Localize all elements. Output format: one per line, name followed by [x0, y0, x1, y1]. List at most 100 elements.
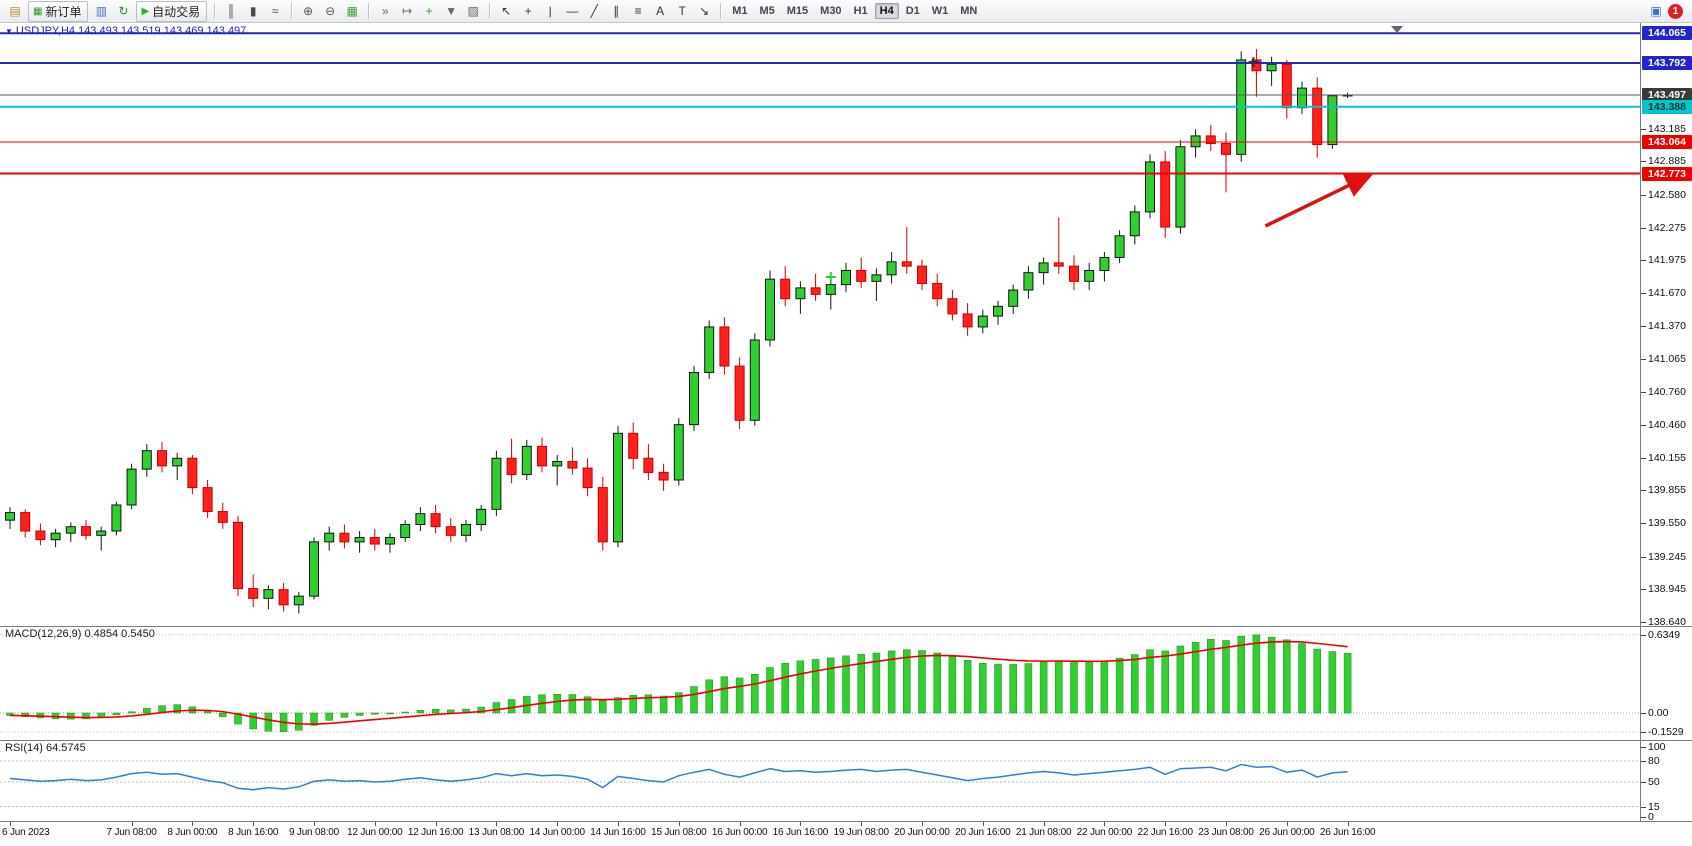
- scale-tick-mark: [1641, 622, 1646, 624]
- autotrading-button[interactable]: ▶ 自动交易: [136, 0, 208, 22]
- scale-tick-mark: [1641, 128, 1646, 130]
- time-axis-tick: [618, 822, 619, 826]
- equidistant-channel-icon[interactable]: ∥: [613, 4, 620, 18]
- symbol-ohlc-line: ▼ USDJPY,H4 143.493 143.519 143.469 143.4…: [5, 25, 246, 37]
- timeframe-h1-button[interactable]: H1: [853, 5, 868, 17]
- cross-marker: [825, 272, 836, 283]
- toolbar-separator: [214, 3, 216, 19]
- time-axis-tick: [800, 822, 802, 826]
- scale-tick-mark: [1641, 227, 1646, 229]
- chart-shift-icon[interactable]: ↦: [402, 4, 413, 18]
- time-axis[interactable]: 6 Jun 2023 7 Jun 08:00 8 Jun 00:00 8 Jun 16…: [0, 821, 1692, 846]
- timeframe-w1-button[interactable]: W1: [931, 5, 949, 17]
- text-icon[interactable]: A: [656, 4, 665, 18]
- indicators-icon[interactable]: +: [425, 4, 433, 18]
- time-axis-tick: [314, 822, 315, 826]
- main-chart-pane[interactable]: [0, 26, 1640, 614]
- time-axis-tick: [10, 822, 11, 826]
- price-scale-label: 139.855: [1648, 484, 1686, 497]
- scale-tick-mark: [1641, 392, 1646, 394]
- price-scale[interactable]: 143.185 142.885 142.580 142.275 141.975 141.6…: [1640, 23, 1692, 823]
- timeframe-m30-button[interactable]: M30: [820, 5, 842, 17]
- text-label-icon[interactable]: T: [678, 4, 686, 18]
- price-scale-label: 141.670: [1648, 287, 1686, 300]
- templates-icon[interactable]: ▨: [467, 4, 479, 18]
- new-order-button[interactable]: ▦ 新订单: [28, 0, 89, 22]
- bar-chart-icon[interactable]: ║: [226, 4, 236, 18]
- rsi-pane[interactable]: [0, 760, 1640, 807]
- price-scale-label: 15: [1648, 800, 1660, 813]
- timeframe-m5-button[interactable]: M5: [759, 5, 775, 17]
- fibonacci-icon[interactable]: ≡: [634, 4, 642, 18]
- horizontal-line-icon[interactable]: —: [566, 4, 579, 18]
- scale-tick-mark: [1641, 325, 1646, 327]
- toolbar-separator: [720, 3, 722, 19]
- chart-canvas[interactable]: [0, 23, 1692, 821]
- timeframe-m15-button[interactable]: M15: [786, 5, 809, 17]
- scale-tick-mark: [1641, 424, 1646, 426]
- time-axis-label: 23 Jun 08:00: [1198, 827, 1254, 838]
- autotrading-icon: ▶: [141, 5, 150, 17]
- timeframe-m1-button[interactable]: M1: [732, 5, 748, 17]
- periods-dropdown-icon[interactable]: ▼: [445, 4, 458, 18]
- arrows-tool-icon[interactable]: ↘: [699, 4, 710, 18]
- time-axis-tick: [861, 822, 863, 826]
- rsi-indicator-label: RSI(14) 64.5745: [5, 742, 86, 754]
- timeframe-h4-button[interactable]: H4: [874, 3, 899, 19]
- crosshair-icon[interactable]: +: [524, 4, 532, 18]
- scale-tick-mark: [1641, 194, 1646, 196]
- chart-area[interactable]: ▼ USDJPY,H4 143.493 143.519 143.469 143.4…: [0, 23, 1692, 846]
- timeframe-mn-button[interactable]: MN: [960, 5, 978, 17]
- scale-tick-mark: [1641, 457, 1646, 459]
- zoom-out-icon[interactable]: ⊖: [325, 4, 336, 18]
- price-scale-label: 140.460: [1648, 418, 1686, 431]
- scale-tick-mark: [1641, 761, 1646, 762]
- chart-shift-marker: [1391, 26, 1403, 33]
- new-chart-icon[interactable]: ▤: [9, 4, 21, 18]
- market-watch-icon[interactable]: ▥: [95, 4, 108, 18]
- cursor-icon[interactable]: ↖: [501, 4, 512, 18]
- vertical-line-icon[interactable]: |: [548, 4, 552, 18]
- time-axis-tick: [131, 822, 133, 826]
- price-scale-label: 140.760: [1648, 386, 1686, 399]
- price-scale-label: 50: [1648, 776, 1660, 788]
- time-axis-tick: [1104, 822, 1106, 826]
- notifications-badge[interactable]: 1: [1668, 3, 1683, 19]
- timeframe-d1-button[interactable]: D1: [905, 5, 920, 17]
- scale-tick-mark: [1641, 358, 1646, 360]
- price-scale-label: 142.885: [1648, 155, 1686, 168]
- symbol-marker-icon: ▼: [5, 27, 13, 36]
- scale-tick-mark: [1641, 556, 1646, 558]
- auto-scroll-icon[interactable]: »: [381, 4, 389, 18]
- scale-tick-mark: [1641, 161, 1646, 163]
- scale-tick-mark: [1641, 260, 1646, 262]
- candlestick-chart-icon[interactable]: ▮: [249, 4, 257, 18]
- price-scale-label: 138.945: [1648, 583, 1686, 596]
- refresh-icon[interactable]: ↻: [118, 4, 129, 18]
- toolbar: ▤ ▦ 新订单 ▥ ↻ ▶ 自动交易 ║ ▮ ≈ ⊕ ⊖ ▦ » ↦ + ▼ ▨ ↖ + | — ╱ ∥ ≡ A T ↘ M1 M5 M15…: [0, 0, 1692, 23]
- price-badge-142.773: 142.773: [1642, 166, 1692, 181]
- time-axis-tick: [1286, 822, 1288, 826]
- time-axis-tick: [374, 822, 376, 826]
- scale-tick-mark: [1641, 782, 1646, 783]
- toolbar-separator: [368, 3, 370, 19]
- time-axis-label: 13 Jun 08:00: [468, 827, 525, 838]
- trend-arrow-annotation[interactable]: [1264, 173, 1374, 228]
- macd-pane[interactable]: [0, 634, 1640, 733]
- time-axis-label: 16 Jun 16:00: [772, 827, 829, 838]
- time-axis-tick: [192, 822, 194, 826]
- trendline-icon[interactable]: ╱: [590, 4, 598, 18]
- price-badge-143.064: 143.064: [1642, 134, 1692, 149]
- messages-icon[interactable]: ▣: [1650, 4, 1662, 18]
- price-scale-label: 139.550: [1648, 517, 1686, 530]
- time-axis-tick: [1226, 822, 1227, 826]
- time-axis-label: 22 Jun 16:00: [1137, 827, 1193, 838]
- line-chart-icon[interactable]: ≈: [271, 4, 279, 18]
- time-axis-tick: [1043, 822, 1045, 826]
- scale-tick-mark: [1641, 589, 1646, 591]
- time-axis-tick: [253, 822, 255, 826]
- time-axis-label: 19 Jun 08:00: [833, 827, 889, 838]
- zoom-in-icon[interactable]: ⊕: [303, 4, 314, 18]
- tile-windows-icon[interactable]: ▦: [346, 4, 358, 18]
- price-scale-label: 140.155: [1648, 451, 1686, 464]
